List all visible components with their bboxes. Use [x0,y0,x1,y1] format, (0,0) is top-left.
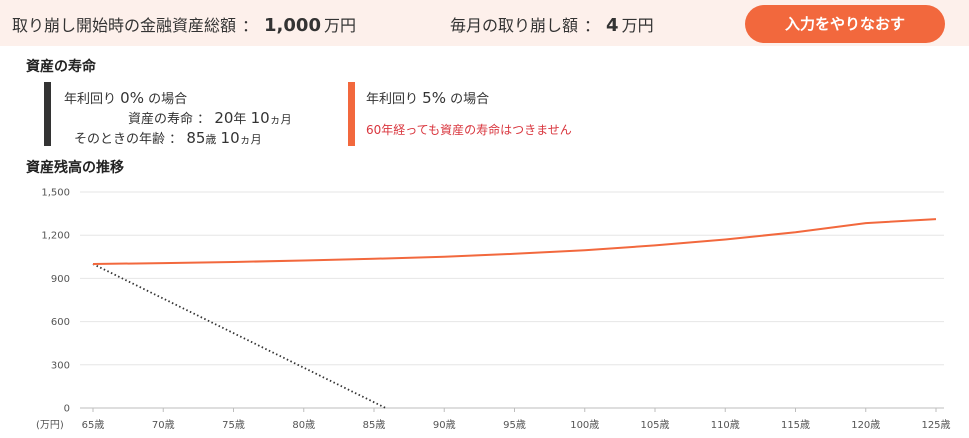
initial-assets-value: 1,000 [264,15,321,36]
case-0-lifespan-colon: ： [197,112,211,127]
case-5-color-bar [348,82,355,146]
monthly-withdrawal-label: 毎月の取り崩し額 [450,16,579,35]
x-tick-label: 110歳 [711,419,740,431]
case-0-rate-suffix: の場合 [148,92,188,107]
case-0-lifespan: 資産の寿命 ： 20年 10ヵ月 [128,108,292,127]
x-tick-label: 125歳 [921,419,950,431]
x-tick-label: 80歳 [292,419,315,431]
case-5-note: 60年経っても資産の寿命はつきません [366,123,572,137]
initial-assets-label: 取り崩し開始時の金融資産総額 [12,16,237,35]
redo-input-button[interactable]: 入力をやりなおす [745,5,945,43]
y-tick-label: 1,200 [41,231,70,242]
monthly-withdrawal-unit: 万円 [621,16,654,35]
case-5-heading: 年利回り 5% の場合 [366,88,489,107]
x-tick-label: 105歳 [640,419,669,431]
case-0-age-month-unit: ヵ月 [239,133,262,146]
case-0-lifespan-label: 資産の寿命 [128,112,194,127]
y-axis-unit-label: (万円) [36,420,64,431]
case-0-age-years: 85 [186,129,206,147]
summary-header: 取り崩し開始時の金融資産総額： 1,000 万円 毎月の取り崩し額： 4 万円 入力をや… [0,0,969,46]
case-0-year-unit: 年 [233,112,247,127]
case-5-rate-prefix: 年利回り [366,92,419,107]
x-tick-label: 90歳 [433,419,456,431]
monthly-withdrawal-summary: 毎月の取り崩し額 ： 4 万円 [450,12,654,36]
x-tick-label: 120歳 [851,419,880,431]
x-tick-label: 115歳 [781,419,810,431]
case-0-age-months: 10 [220,129,240,147]
x-tick-label: 100歳 [570,419,599,431]
initial-assets-unit: 万円 [323,16,356,35]
case-0-color-bar [44,82,51,146]
case-0-rate: 0% [120,89,144,107]
case-0-age-label: そのときの年齢 [74,132,166,147]
series-line-1 [92,218,937,265]
x-tick-label: 70歳 [152,419,175,431]
case-5-rate: 5% [422,89,446,107]
y-tick-label: 900 [51,274,70,285]
case-5-rate-suffix: の場合 [450,92,490,107]
x-tick-label: 75歳 [222,419,245,431]
x-tick-label: 95歳 [503,419,526,431]
monthly-withdrawal-value: 4 [606,15,619,36]
case-0-rate-prefix: 年利回り [64,92,117,107]
case-0-month-unit: ヵ月 [269,113,292,126]
y-tick-label: 600 [51,317,70,328]
series-line-0 [92,263,387,409]
case-0-age: そのときの年齢 ： 85歳 10ヵ月 [74,128,262,147]
monthly-withdrawal-colon: ： [584,16,601,35]
y-tick-label: 1,500 [41,188,70,199]
lifespan-section-title: 資産の寿命 [26,59,96,75]
chart-title: 資産残高の推移 [26,160,124,176]
case-0-heading: 年利回り 0% の場合 [64,88,187,107]
case-0-age-colon: ： [169,132,183,147]
chart-series [92,218,937,409]
case-0-lifespan-years: 20 [214,109,234,127]
x-tick-label: 65歳 [82,419,105,431]
chart-axes [80,407,944,412]
case-0-lifespan-months: 10 [250,109,270,127]
case-0-age-unit: 歳 [205,133,217,146]
asset-balance-chart: 0 300 600 900 1,200 1,500 65歳 70歳 75歳 80歳 85歳 90歳 95… [36,188,951,432]
x-tick-label: 85歳 [363,419,386,431]
y-tick-label: 0 [64,404,70,415]
initial-assets-colon: ： [242,16,259,35]
chart-tick-labels: 0 300 600 900 1,200 1,500 65歳 70歳 75歳 80歳 85歳 90歳 95… [36,188,951,432]
initial-assets-summary: 取り崩し開始時の金融資産総額 ： 1,000 万円 [12,12,356,36]
chart-grid [80,191,944,366]
y-tick-label: 300 [51,360,70,371]
